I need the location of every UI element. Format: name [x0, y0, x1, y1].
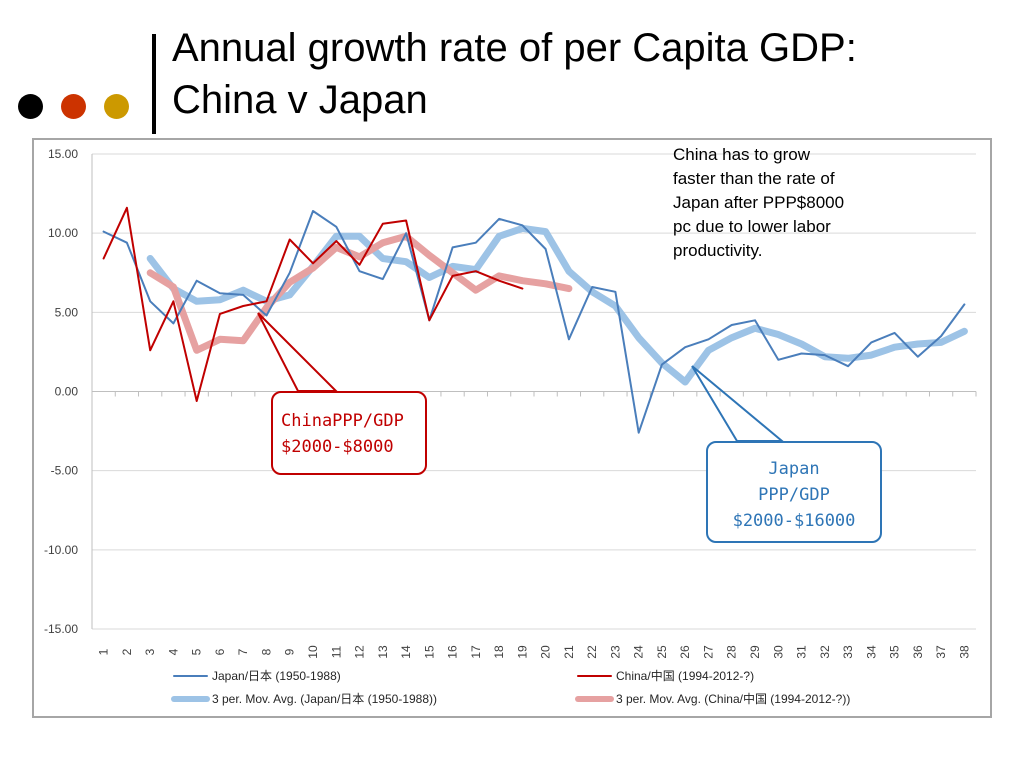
x-tick-label: 19 [515, 645, 529, 659]
legend-label: China/中国 (1994-2012-?) [616, 668, 754, 683]
callout-japan-line3: $2000-$16000 [732, 511, 856, 531]
legend-label: 3 per. Mov. Avg. (Japan/日本 (1950-1988)) [212, 692, 437, 706]
series-line [102, 210, 966, 434]
callout-japan-line2: PPP/GDP [758, 485, 830, 505]
x-tick-label: 8 [259, 648, 273, 655]
x-tick-label: 12 [353, 645, 367, 659]
x-tick-label: 30 [771, 645, 785, 659]
page-title-line2: China v Japan [172, 78, 428, 122]
x-tick-label: 21 [562, 645, 576, 659]
x-tick-label: 27 [701, 645, 715, 659]
x-tick-label: 29 [748, 645, 762, 659]
callout-china-line2: $2000-$8000 [281, 437, 394, 457]
note-line: Japan after PPP$8000 [673, 193, 845, 212]
note-line: productivity. [673, 241, 763, 260]
x-tick-label: 26 [678, 645, 692, 659]
x-tick-label: 14 [399, 645, 413, 659]
x-tick-label: 36 [911, 645, 925, 659]
x-tick-label: 20 [539, 645, 553, 659]
x-tick-label: 15 [422, 645, 436, 659]
x-tick-label: 4 [166, 648, 180, 655]
china-callout-pointer [257, 312, 339, 392]
callout-japan-line1: Japan [768, 459, 820, 479]
note-line: pc due to lower labor [673, 217, 831, 236]
x-tick-label: 13 [376, 645, 390, 659]
bullet-dot-black [18, 94, 43, 119]
y-tick-label: 0.00 [55, 385, 79, 399]
x-tick-label: 28 [725, 645, 739, 659]
x-tick-label: 24 [632, 645, 646, 659]
x-tick-label: 18 [492, 645, 506, 659]
bullet-dot-gold [104, 94, 129, 119]
series-line [146, 232, 573, 354]
callout-japan: Japan PPP/GDP $2000-$16000 [706, 441, 882, 543]
x-tick-label: 7 [236, 648, 250, 655]
x-tick-label: 17 [469, 645, 483, 659]
x-tick-label: 11 [329, 645, 343, 658]
y-tick-label: 15.00 [48, 147, 78, 161]
legend-label: Japan/日本 (1950-1988) [212, 669, 341, 683]
callout-china: ChinaPPP/GDP $2000-$8000 [271, 391, 427, 475]
legend-label: 3 per. Mov. Avg. (China/中国 (1994-2012-?)… [616, 691, 850, 706]
x-tick-label: 9 [283, 648, 297, 655]
x-tick-label: 34 [864, 645, 878, 659]
x-tick-label: 25 [655, 645, 669, 659]
x-tick-label: 33 [841, 645, 855, 659]
x-tick-label: 2 [120, 648, 134, 655]
x-tick-label: 23 [608, 645, 622, 659]
series-line [102, 206, 524, 402]
y-tick-label: -5.00 [51, 464, 79, 478]
x-tick-label: 1 [97, 648, 111, 655]
japan-callout-pointer [691, 365, 785, 442]
x-tick-label: 16 [446, 645, 460, 659]
y-tick-label: -15.00 [44, 622, 78, 636]
page-title: Annual growth rate of per Capita GDP: Ch… [172, 22, 857, 126]
y-tick-label: -10.00 [44, 543, 78, 557]
x-tick-label: 35 [888, 645, 902, 659]
page-title-line1: Annual growth rate of per Capita GDP: [172, 26, 857, 70]
callout-china-line1: ChinaPPP/GDP [281, 411, 404, 431]
x-tick-label: 6 [213, 648, 227, 655]
x-tick-label: 3 [143, 648, 157, 655]
x-tick-label: 37 [934, 645, 948, 659]
x-tick-label: 5 [190, 648, 204, 655]
y-tick-label: 10.00 [48, 226, 78, 240]
x-tick-label: 38 [957, 645, 971, 659]
note-line: faster than the rate of [673, 169, 835, 188]
y-tick-label: 5.00 [55, 305, 79, 319]
annotation-note: China has to grow faster than the rate o… [673, 143, 893, 263]
x-tick-label: 10 [306, 645, 320, 659]
x-tick-label: 31 [795, 645, 809, 659]
x-tick-label: 22 [585, 645, 599, 659]
x-tick-label: 32 [818, 645, 832, 659]
title-divider [152, 34, 156, 134]
bullet-dot-red [61, 94, 86, 119]
note-line: China has to grow [673, 145, 811, 164]
